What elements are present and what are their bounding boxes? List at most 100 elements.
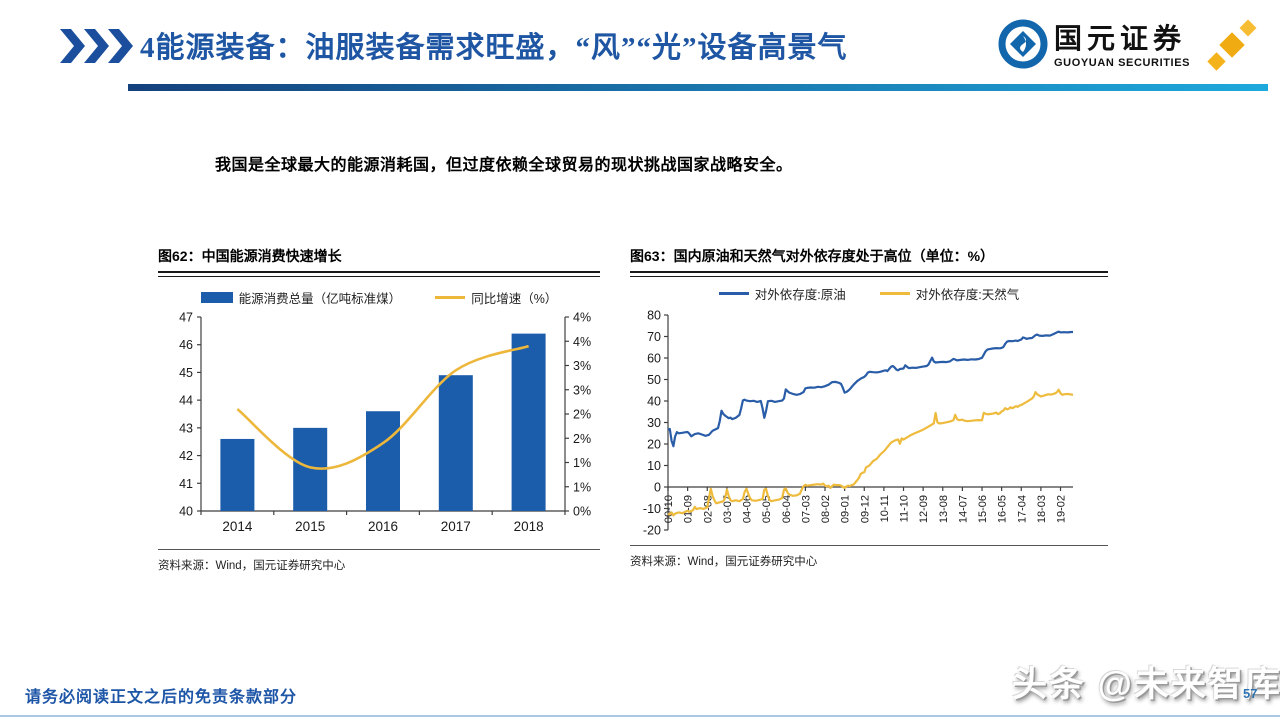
- svg-text:06-04: 06-04: [781, 495, 793, 523]
- logo-emblem-icon: [998, 19, 1048, 69]
- chevrons-icon: [60, 29, 133, 63]
- logo-name-cn: 国元证券: [1054, 24, 1187, 55]
- svg-text:80: 80: [647, 309, 661, 323]
- legend-label: 同比增速（%）: [471, 291, 558, 306]
- svg-text:2018: 2018: [514, 519, 544, 534]
- svg-text:2015: 2015: [295, 519, 325, 534]
- svg-text:3%: 3%: [573, 359, 591, 373]
- figure2-legend: 对外依存度:原油 对外依存度:天然气: [630, 281, 1108, 305]
- svg-text:0: 0: [654, 481, 661, 495]
- svg-text:4%: 4%: [573, 335, 591, 349]
- watermark-text: 头条 @未来智库: [1012, 665, 1280, 704]
- svg-text:14-07: 14-07: [957, 495, 969, 523]
- legend-line-swatch: [879, 291, 910, 295]
- legend-item: 同比增速（%）: [435, 288, 557, 307]
- svg-text:15-06: 15-06: [977, 495, 989, 523]
- svg-text:30: 30: [647, 416, 661, 430]
- svg-text:2014: 2014: [222, 519, 253, 534]
- svg-text:11-10: 11-10: [899, 495, 911, 522]
- svg-text:3%: 3%: [573, 383, 591, 397]
- svg-text:03-07: 03-07: [722, 495, 734, 523]
- energy-consumption-chart: 47 46 45 44 43 42 41 40 4% 4% 3% 3% 2% 2% 1% 1% 0% 2014 20…: [179, 311, 591, 535]
- bar-2014: [220, 438, 255, 511]
- legend-item: 对外依存度:原油: [718, 284, 846, 303]
- legend-item: 对外依存度:天然气: [879, 284, 1020, 303]
- svg-text:45: 45: [179, 366, 193, 380]
- bottom-rule: [0, 715, 1280, 717]
- svg-text:17-04: 17-04: [1016, 495, 1028, 523]
- page-number: 57: [1243, 686, 1258, 701]
- natural-gas-line: [667, 388, 1074, 517]
- svg-text:2017: 2017: [441, 519, 471, 534]
- svg-text:07-03: 07-03: [800, 495, 812, 523]
- figure2-source: 资料来源：Wind，国元证券研究中心: [630, 545, 1108, 569]
- bar-2016: [366, 411, 400, 511]
- svg-text:2016: 2016: [368, 519, 398, 534]
- legend-label: 能源消费总量（亿吨标准煤）: [238, 291, 402, 306]
- svg-text:60: 60: [647, 352, 661, 366]
- svg-text:18-03: 18-03: [1036, 495, 1048, 523]
- figure1-title-rule: [158, 271, 600, 277]
- svg-text:70: 70: [647, 330, 661, 344]
- body-text: 我国是全球最大的能源消耗国，但过度依赖全球贸易的现状挑战国家战略安全。: [215, 157, 793, 174]
- disclaimer-text: 请务必阅读正文之后的免责条款部分: [25, 689, 298, 706]
- svg-text:01-09: 01-09: [683, 495, 695, 523]
- svg-text:16-05: 16-05: [997, 495, 1009, 523]
- crude-oil-line: [667, 330, 1073, 448]
- svg-text:2%: 2%: [573, 432, 591, 446]
- svg-text:4%: 4%: [573, 311, 591, 325]
- svg-text:04-06: 04-06: [742, 495, 754, 523]
- company-logo: 国元证券 GUOYUAN SECURITIES: [996, 15, 1258, 77]
- figure-energy-consumption: 图62：中国能源消费快速增长 能源消费总量（亿吨标准煤） 同比增速（%） 47 46…: [158, 246, 600, 573]
- svg-text:41: 41: [179, 477, 193, 491]
- svg-text:19-02: 19-02: [1056, 495, 1068, 523]
- svg-text:10: 10: [647, 459, 661, 473]
- legend-label: 对外依存度:原油: [754, 287, 846, 302]
- svg-text:40: 40: [179, 505, 193, 519]
- page-title: 4能源装备：油服装备需求旺盛，“风”“光”设备高景气: [140, 32, 848, 64]
- svg-text:50: 50: [647, 373, 661, 387]
- growth-rate-line: [236, 344, 530, 470]
- logo-name-en: GUOYUAN SECURITIES: [1054, 57, 1191, 69]
- svg-text:-20: -20: [643, 524, 661, 538]
- svg-text:05-05: 05-05: [761, 495, 773, 523]
- header-accent-bar: [128, 84, 1268, 91]
- svg-text:20: 20: [647, 438, 661, 452]
- chart1-axes: 47 46 45 44 43 42 41 40 4% 4% 3% 3% 2% 2% 1% 1% 0% 2014 20…: [179, 311, 591, 535]
- svg-text:00-10: 00-10: [663, 495, 675, 523]
- figure-dependence: 图63：国内原油和天然气对外依存度处于高位（单位：%） 对外依存度:原油 对外依存…: [630, 246, 1108, 569]
- chart1-bars: [220, 333, 546, 511]
- bar-2018: [511, 333, 546, 511]
- logo-diamonds-icon: [1207, 19, 1257, 71]
- svg-text:10-11: 10-11: [879, 495, 891, 522]
- svg-text:02-08: 02-08: [702, 495, 714, 523]
- svg-text:-10: -10: [643, 502, 661, 516]
- figure2-title: 图63：国内原油和天然气对外依存度处于高位（单位：%）: [630, 248, 995, 264]
- figure1-title: 图62：中国能源消费快速增长: [158, 248, 342, 264]
- legend-bar-swatch: [200, 291, 233, 303]
- svg-text:1%: 1%: [573, 480, 591, 494]
- svg-text:43: 43: [179, 421, 193, 435]
- svg-text:42: 42: [179, 449, 193, 463]
- svg-text:47: 47: [179, 311, 193, 325]
- svg-text:46: 46: [179, 338, 193, 352]
- legend-line-swatch: [435, 295, 466, 299]
- legend-line-swatch: [718, 291, 749, 295]
- svg-text:12-09: 12-09: [918, 495, 930, 523]
- legend-label: 对外依存度:天然气: [915, 287, 1020, 302]
- legend-item: 能源消费总量（亿吨标准煤）: [200, 288, 402, 307]
- svg-text:09-12: 09-12: [859, 495, 871, 523]
- svg-text:0%: 0%: [573, 505, 591, 519]
- bar-2017: [438, 375, 473, 511]
- svg-text:44: 44: [179, 394, 193, 408]
- svg-text:09-01: 09-01: [840, 495, 852, 523]
- svg-text:08-02: 08-02: [820, 495, 832, 523]
- svg-text:2%: 2%: [573, 408, 591, 422]
- svg-text:1%: 1%: [573, 456, 591, 470]
- svg-text:40: 40: [647, 395, 661, 409]
- figure1-legend: 能源消费总量（亿吨标准煤） 同比增速（%）: [158, 285, 600, 309]
- figure2-title-rule: [630, 271, 1108, 277]
- svg-text:13-08: 13-08: [938, 495, 950, 523]
